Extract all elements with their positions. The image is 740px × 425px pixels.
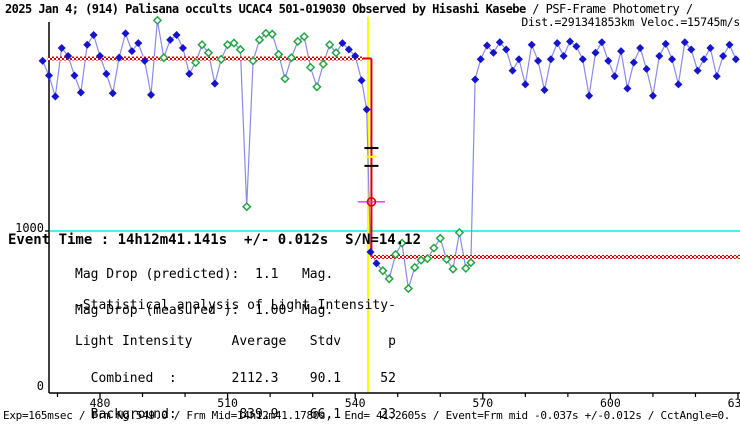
distance-velocity-readout: Dist.=291341853km Veloc.=15745m/s — [521, 15, 740, 29]
svg-text:600: 600 — [600, 396, 621, 410]
svg-text:570: 570 — [472, 396, 493, 410]
svg-text:480: 480 — [90, 396, 111, 410]
y-axis-label-0: 0 — [36, 379, 44, 393]
statistical-analysis-block: -Statistical analysis of Light Intensity… — [75, 276, 412, 425]
chart-title: 2025 Jan 4; (914) Palisana occults UCAC4… — [5, 2, 693, 16]
svg-text:540: 540 — [345, 396, 366, 410]
stats-background-row: Background: 839.9 66.1 23 — [75, 407, 396, 423]
mag-drop-measured: Mag Drop (measured ): 1.00 Mag. — [75, 303, 334, 319]
svg-text:630: 630 — [728, 396, 740, 410]
y-axis-label-1000: 1000 — [15, 221, 44, 235]
status-bar: Exp=165msec / Frm No.549.0 / Frm Mid=14h… — [3, 409, 731, 422]
stats-column-header: Light Intensity Average Stdv p — [75, 334, 396, 350]
mag-drop-predicted: Mag Drop (predicted): 1.1 Mag. — [75, 267, 334, 283]
event-time-line: Event Time : 14h12m41.141s +/- 0.012s S/… — [8, 232, 422, 248]
stats-heading: -Statistical analysis of Light Intensity… — [75, 298, 396, 314]
stats-combined-row: Combined : 2112.3 90.1 52 — [75, 370, 396, 386]
chart-title-suffix: / PSF-Frame Photometry / — [525, 2, 693, 16]
svg-text:510: 510 — [217, 396, 238, 410]
chart-title-main: 2025 Jan 4; (914) Palisana occults UCAC4… — [5, 2, 526, 16]
mag-drop-block: Mag Drop (predicted): 1.1 Mag. Mag Drop … — [75, 245, 333, 342]
